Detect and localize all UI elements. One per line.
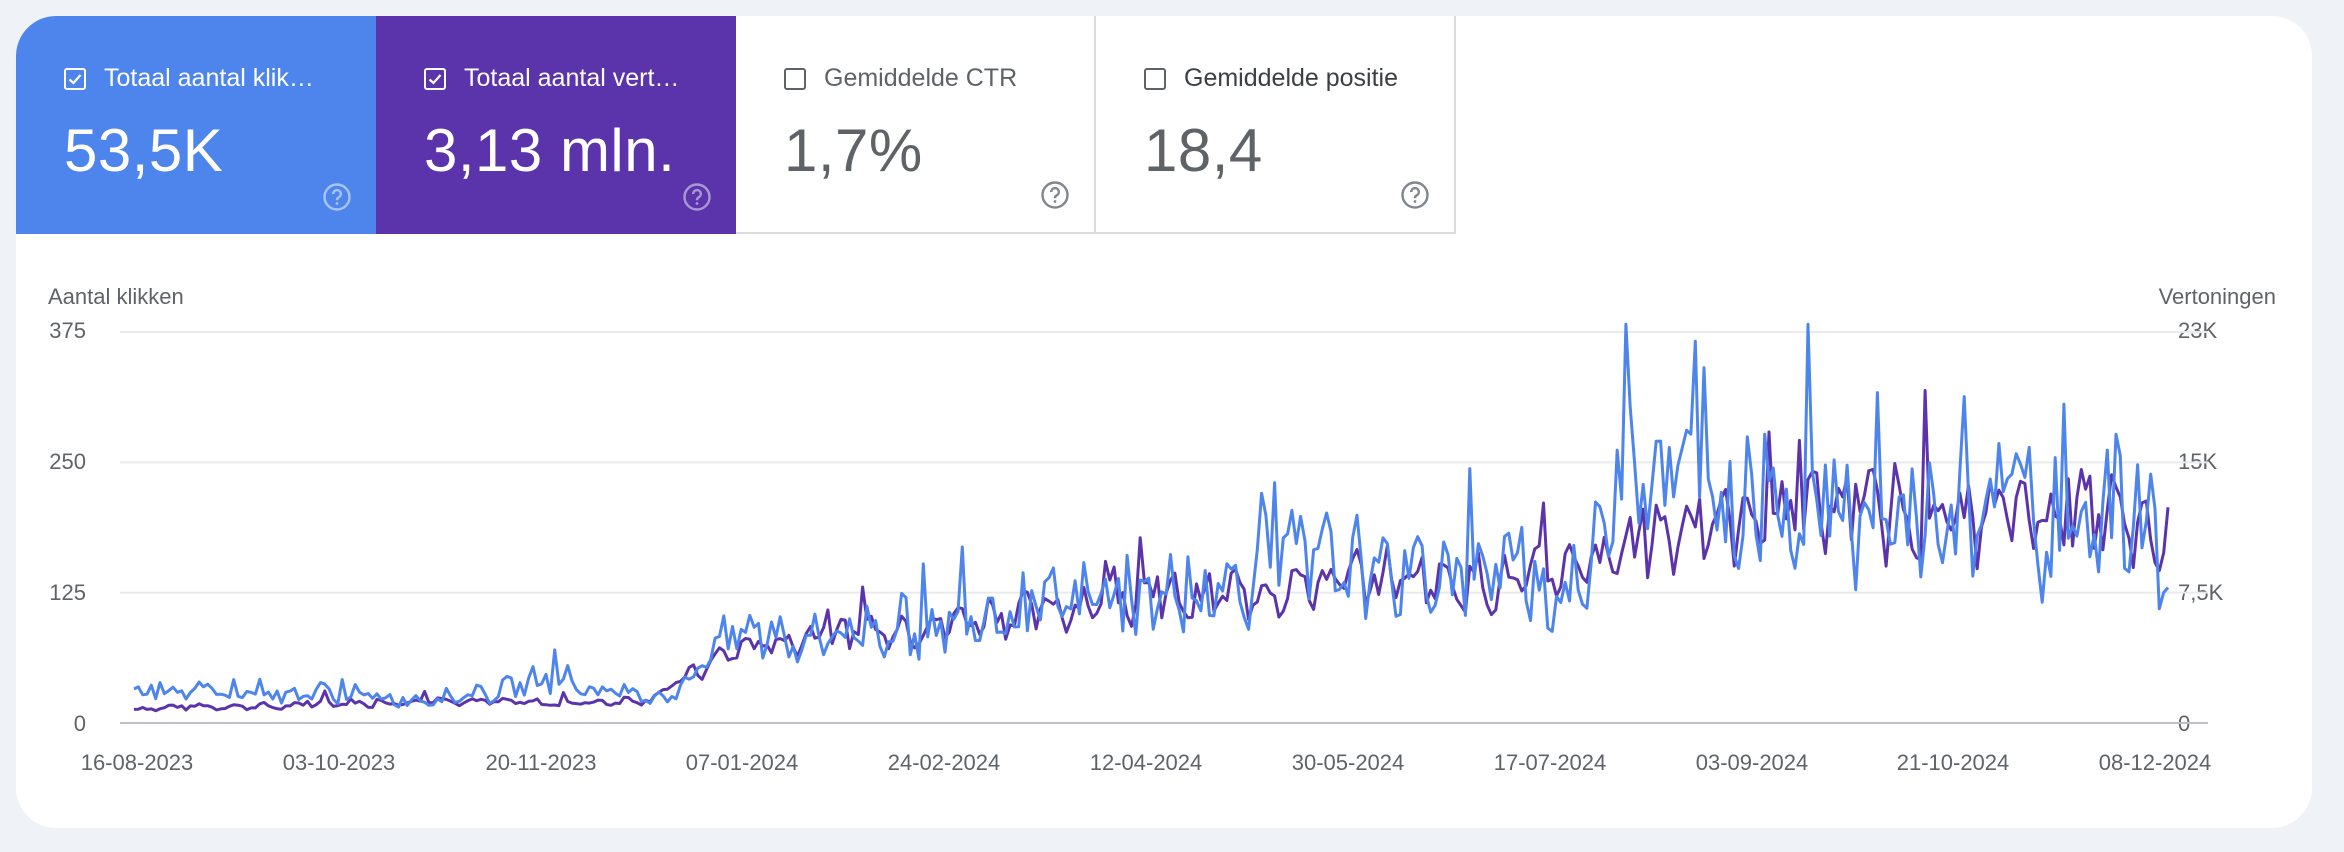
x-tick: 12-04-2024 <box>1089 750 1203 775</box>
x-tick: 03-10-2023 <box>282 750 396 775</box>
checkbox-checked-icon[interactable] <box>64 67 86 90</box>
metric-tile-impressions[interactable]: Totaal aantal vert… 3,13 mln. <box>376 16 736 234</box>
x-tick: 08-12-2024 <box>2098 750 2212 775</box>
metric-label-clicks: Totaal aantal klik… <box>104 64 314 92</box>
help-icon[interactable] <box>682 182 712 212</box>
performance-chart[interactable] <box>16 16 2312 828</box>
metric-value-impressions: 3,13 mln. <box>424 117 676 184</box>
y-tick-left: 375 <box>49 318 86 343</box>
y-tick-left: 0 <box>73 711 86 736</box>
help-icon[interactable] <box>1040 180 1070 210</box>
metric-value-ctr: 1,7% <box>784 117 923 184</box>
y-tick-left: 125 <box>49 580 86 605</box>
checkbox-checked-icon[interactable] <box>424 67 446 90</box>
metric-header-ctr: Gemiddelde CTR <box>784 64 1074 93</box>
metric-header-position: Gemiddelde positie <box>1144 64 1434 93</box>
x-tick: 21-10-2024 <box>1896 750 2010 775</box>
metric-header-clicks: Totaal aantal klik… <box>64 64 354 93</box>
performance-card: Totaal aantal klik… 53,5K Totaal aantal … <box>16 16 2312 828</box>
left-axis-title: Aantal klikken <box>48 284 184 309</box>
help-icon[interactable] <box>1400 180 1430 210</box>
metric-value-clicks: 53,5K <box>64 117 224 184</box>
y-tick-right: 23K <box>2178 318 2218 343</box>
impressions-series-line <box>133 389 2170 713</box>
x-tick: 17-07-2024 <box>1493 750 1607 775</box>
x-tick: 07-01-2024 <box>685 750 799 775</box>
metric-label-ctr: Gemiddelde CTR <box>824 64 1018 92</box>
checkbox-unchecked-icon[interactable] <box>784 67 806 90</box>
metric-header-impressions: Totaal aantal vert… <box>424 64 714 93</box>
x-tick: 16-08-2023 <box>80 750 194 775</box>
y-tick-left: 250 <box>49 449 86 474</box>
metric-label-impressions: Totaal aantal vert… <box>464 64 680 92</box>
metric-value-position: 18,4 <box>1144 117 1263 184</box>
metric-tile-clicks[interactable]: Totaal aantal klik… 53,5K <box>16 16 376 234</box>
x-tick: 24-02-2024 <box>887 750 1001 775</box>
metric-tiles: Totaal aantal klik… 53,5K Totaal aantal … <box>16 16 1456 234</box>
metric-tile-ctr[interactable]: Gemiddelde CTR 1,7% <box>736 16 1096 234</box>
help-icon[interactable] <box>322 182 352 212</box>
x-tick: 03-09-2024 <box>1695 750 1809 775</box>
right-axis-title: Vertoningen <box>2158 284 2276 309</box>
checkbox-unchecked-icon[interactable] <box>1144 67 1166 90</box>
metric-tile-position[interactable]: Gemiddelde positie 18,4 <box>1096 16 1456 234</box>
x-tick: 20-11-2023 <box>485 750 597 775</box>
x-tick: 30-05-2024 <box>1291 750 1405 775</box>
metric-label-position: Gemiddelde positie <box>1184 64 1399 92</box>
clicks-series-line <box>133 322 2170 709</box>
